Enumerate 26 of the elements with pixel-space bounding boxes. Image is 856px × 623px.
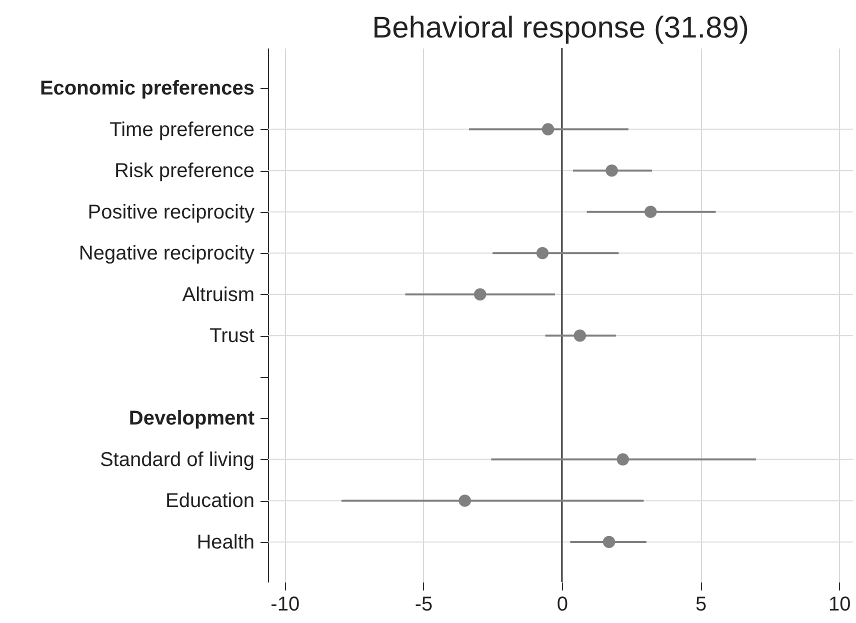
point: [458, 494, 471, 507]
y-tick-label: Risk preference: [114, 160, 254, 182]
x-tick-label: -10: [270, 594, 300, 616]
y-tick-label: Positive reciprocity: [88, 201, 254, 224]
x-tick-label: -5: [414, 594, 433, 616]
point: [606, 164, 618, 177]
y-tick-label: Education: [166, 490, 254, 512]
x-tick-label: 10: [828, 594, 851, 616]
y-tick-label: Economic preferences: [40, 78, 254, 100]
point: [616, 453, 630, 466]
y-tick-label: Trust: [210, 325, 255, 348]
y-tick-label: Health: [196, 531, 254, 554]
y-tick-label: Negative reciprocity: [78, 242, 254, 265]
point: [602, 536, 616, 548]
x-tick-label: 0: [556, 594, 568, 616]
chart-title: Behavioral response (31.89): [372, 11, 749, 44]
y-tick-label: Time preference: [110, 118, 254, 141]
point: [542, 123, 554, 136]
point: [536, 246, 549, 260]
y-tick-label: Altruism: [182, 284, 254, 306]
point: [574, 330, 586, 342]
y-tick-label: Development: [128, 408, 255, 430]
point: [474, 288, 486, 300]
point: [644, 206, 657, 218]
x-tick-label: 5: [695, 594, 707, 616]
y-tick-label: Standard of living: [100, 448, 254, 471]
